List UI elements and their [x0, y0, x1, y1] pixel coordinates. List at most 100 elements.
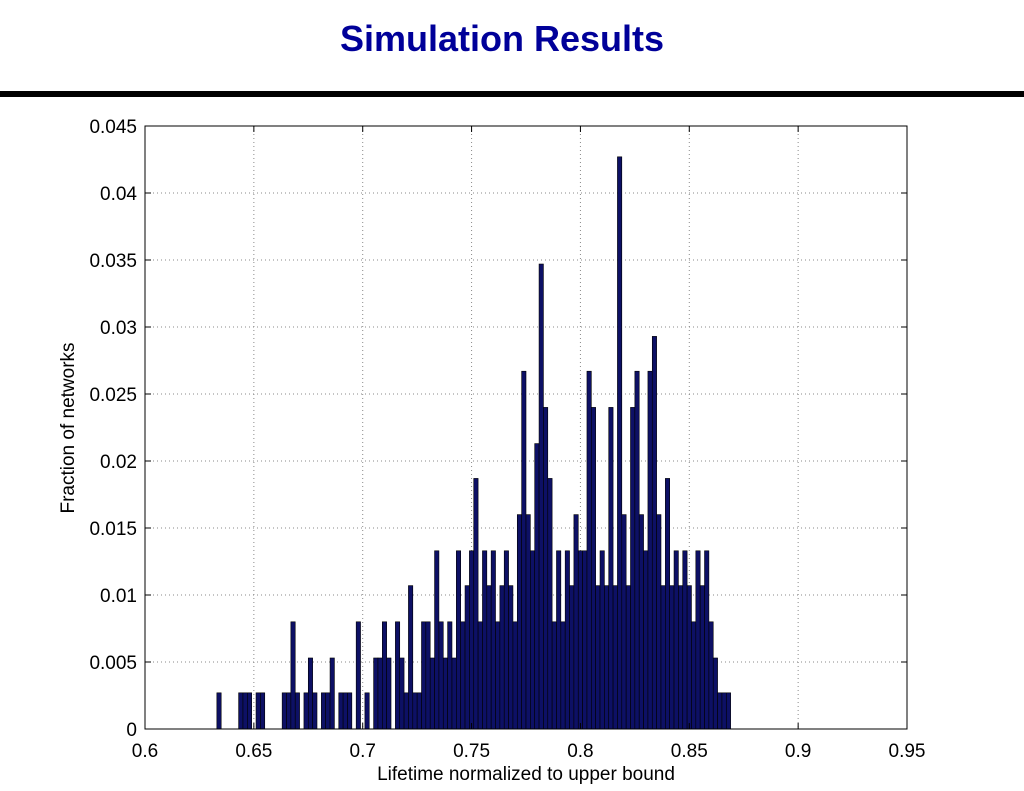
histogram-bar	[665, 478, 670, 730]
x-tick-label: 0.7	[350, 741, 376, 762]
histogram-bar	[425, 621, 431, 730]
histogram-bar	[556, 550, 562, 730]
histogram-bar	[686, 585, 692, 730]
histogram-bar	[482, 550, 488, 730]
histogram-bar	[473, 478, 479, 730]
histogram-bar	[464, 585, 470, 730]
histogram-bar	[281, 692, 287, 730]
histogram-bar	[447, 621, 453, 730]
histogram-bar	[516, 514, 522, 730]
histogram-bar	[682, 550, 688, 730]
histogram-bar	[608, 407, 614, 730]
histogram-bar	[617, 156, 623, 730]
histogram-bar	[695, 550, 701, 730]
histogram-bar	[364, 692, 370, 730]
page-title: Simulation Results	[339, 18, 665, 59]
histogram-bar	[325, 692, 331, 730]
x-tick-labels: 0.6 0.65 0.7 0.75 0.8 0.85 0.9 0.95	[132, 741, 926, 762]
y-tick-label: 0.015	[89, 519, 137, 540]
histogram-bar	[595, 585, 601, 730]
histogram-bar	[408, 585, 414, 730]
histogram-bar	[551, 621, 557, 730]
histogram-bar	[591, 407, 596, 730]
x-tick-label: 0.8	[567, 741, 593, 762]
histogram-bar	[460, 621, 466, 730]
histogram-bar	[625, 585, 631, 730]
histogram-bar	[704, 550, 710, 730]
histogram-bar	[725, 692, 731, 730]
histogram-bar	[329, 657, 335, 730]
histogram-bar	[525, 514, 531, 730]
histogram-bar	[634, 370, 640, 730]
histogram-bar	[242, 692, 248, 730]
histogram-bar	[421, 621, 427, 730]
title-divider	[0, 91, 1024, 97]
histogram-bar	[290, 621, 296, 730]
histogram-bar	[651, 336, 657, 730]
histogram-bar	[647, 370, 653, 730]
x-tick-label: 0.65	[235, 741, 272, 762]
y-tick-label: 0.04	[100, 184, 137, 205]
histogram-bar	[312, 692, 318, 730]
histogram-bar	[355, 621, 361, 730]
histogram-bar	[469, 550, 475, 730]
histogram-bar	[669, 585, 675, 730]
histogram-bar	[564, 550, 570, 730]
histogram-bar	[399, 657, 405, 730]
histogram-bar	[656, 514, 662, 730]
histogram-bar	[429, 657, 435, 730]
histogram-bar	[708, 621, 714, 730]
y-tick-label: 0.03	[100, 318, 137, 339]
x-tick-label: 0.95	[889, 741, 926, 762]
histogram-bar	[416, 692, 422, 730]
histogram-bar	[621, 514, 627, 730]
histogram-bar	[643, 550, 649, 730]
histogram-bar	[534, 443, 540, 730]
histogram-bar	[238, 692, 244, 730]
histogram-bar	[638, 514, 644, 730]
y-tick-label: 0	[126, 720, 137, 741]
histogram-bar	[395, 621, 401, 730]
histogram-bar	[586, 370, 592, 730]
histogram-bar	[599, 550, 605, 730]
histogram-bar	[717, 692, 723, 730]
histogram-bar	[247, 692, 252, 730]
x-tick-label: 0.6	[132, 741, 158, 762]
histogram-bar	[490, 550, 496, 730]
histogram-bar	[712, 657, 718, 730]
histogram-bar	[569, 585, 575, 730]
histogram-bar	[499, 585, 505, 730]
histogram-bar	[673, 550, 679, 730]
histogram-bar	[538, 263, 544, 730]
histogram-bar	[456, 550, 461, 730]
histogram-bar	[503, 550, 509, 730]
histogram-bar	[373, 657, 379, 730]
histogram-bar	[434, 550, 440, 730]
histogram-bar	[294, 692, 300, 730]
y-tick-label: 0.01	[100, 586, 137, 607]
y-tick-labels: 0 0.005 0.01 0.015 0.02 0.025 0.03 0.035 0.04 0.0…	[89, 117, 137, 741]
histogram-bar	[338, 692, 344, 730]
histogram-bar	[307, 657, 313, 730]
histogram-bar	[347, 692, 353, 730]
histogram-bar	[678, 585, 684, 730]
x-tick-label: 0.85	[671, 741, 708, 762]
histogram-bar	[547, 478, 553, 730]
histogram-bar	[412, 692, 418, 730]
histogram-bar	[303, 692, 309, 730]
y-tick-label: 0.045	[89, 117, 137, 138]
histogram-bar	[721, 692, 727, 730]
y-tick-label: 0.005	[89, 653, 137, 674]
histogram-bar	[521, 370, 527, 730]
histogram-bar	[438, 621, 444, 730]
histogram-bar	[486, 585, 492, 730]
histogram-bar	[660, 585, 666, 730]
histogram-bar	[630, 407, 636, 730]
histogram-bar	[699, 585, 705, 730]
histogram-bar	[477, 621, 483, 730]
histogram-bar	[442, 657, 448, 730]
histogram-bar	[604, 585, 610, 730]
histogram-bar	[573, 514, 579, 730]
histogram-bar	[612, 585, 618, 730]
histogram-bar	[377, 657, 383, 730]
